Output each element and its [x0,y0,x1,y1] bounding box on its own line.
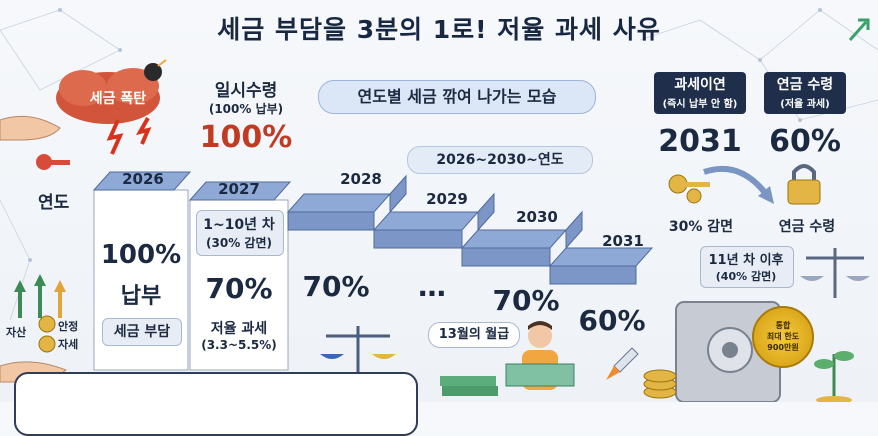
col-2027-range: 1~10년 차 [203,217,275,233]
bottom-card [14,372,418,436]
right-scale-icon [800,248,870,298]
step-side-2029 [477,192,495,232]
year-axis-label: 연도 [38,193,70,213]
year-2029: 2029 [426,190,468,208]
hand-icon [0,115,61,141]
step-side-2028 [389,174,407,214]
page-title: 세금 부담을 3분의 1로! 저율 과세 사유 [217,15,661,44]
cloud-label: 세금 폭탄 [89,91,147,107]
tax-bomb-cloud-icon [56,59,167,155]
step-front-2028 [287,211,375,231]
stamp-line3: 900만원 [767,343,799,352]
annuity-title: 연금 수령 [776,77,834,93]
step-front-2031 [549,265,637,285]
annuity-sub: (저율 과세) [780,99,830,110]
lump-sum-sub: (100% 납부) [208,102,284,116]
step-front-2030 [461,247,551,267]
balance-scale-icon [320,326,396,378]
col-2026-pct: 100% [100,240,182,270]
range-pill: 2026~2030~연도 [407,146,593,174]
stamp-line1: 통합 [775,321,791,330]
stamp-line2: 최대 한도 [766,332,800,341]
step-2026 [92,171,192,191]
deferral-year: 2031 [658,124,742,159]
col-2028-pct: 70% [302,270,370,303]
step-side-2030 [565,210,583,250]
reduction-30: 30% 감면 [668,219,734,235]
col-2027-tag: 저율 과세 [210,321,268,337]
col-2029-pct: … [418,270,446,303]
subtitle-bubble: 연도별 세금 깎여 나가는 모습 [318,80,596,114]
after-11-sub: (40% 감면) [715,270,777,283]
step-2028 [286,193,392,213]
annuity-pct: 60% [769,124,841,159]
year-2030: 2030 [516,208,558,226]
col-2030-pct: 70% [492,284,560,317]
growth-arrows-icon [14,274,66,318]
col-2027-range-box [196,210,284,256]
step-2030 [460,229,568,249]
col-2031-pct: 60% [578,304,646,337]
col-2027-pct: 70% [205,272,273,305]
keys-icon [668,174,710,204]
step-2027 [188,181,292,201]
step-2031 [548,247,654,267]
lump-sum-pct: 100% [199,120,293,155]
max-limit-stamp: 통합 최대 한도 900만원 [752,306,814,368]
left-coins-icon [38,315,56,353]
deferral-sub: (즉시 납부 안 함) [662,99,738,110]
after-11-box [700,246,794,288]
year-2028: 2028 [340,170,382,188]
left-label-stable: 안정 [58,320,79,333]
money-stack-icon [440,376,498,396]
key-icon [36,154,70,170]
padlock-icon [787,164,821,205]
person-with-check-icon [505,321,575,390]
after-11-title: 11년 차 이후 [708,253,784,268]
rocket-icon [606,347,639,380]
year-2026: 2026 [122,170,164,188]
annuity-tag [764,72,846,114]
left-label-wealth: 자세 [58,338,79,351]
col-2026-label: 납부 [120,284,162,309]
step-front-2029 [373,229,463,249]
lump-sum-title: 일시수령 [214,81,278,101]
left-label-asset: 자산 [6,326,27,339]
year-2031: 2031 [602,232,644,250]
bonus-bubble: 13월의 월급 [428,322,520,348]
plant-icon [814,351,854,402]
col-2026-tag: 세금 부담 [102,318,182,346]
annuity-label-2: 연금 수령 [778,219,836,235]
coins-icon [643,369,677,399]
col-2027-sub: (30% 감면) [206,236,272,250]
col-2027-tag-sub: (3.3~5.5%) [201,338,277,352]
step-2029 [372,211,480,231]
deferral-title: 과세이연 [674,77,726,93]
year-2027: 2027 [218,180,260,198]
deferral-tag [654,72,746,114]
curved-arrow-icon [703,165,774,204]
